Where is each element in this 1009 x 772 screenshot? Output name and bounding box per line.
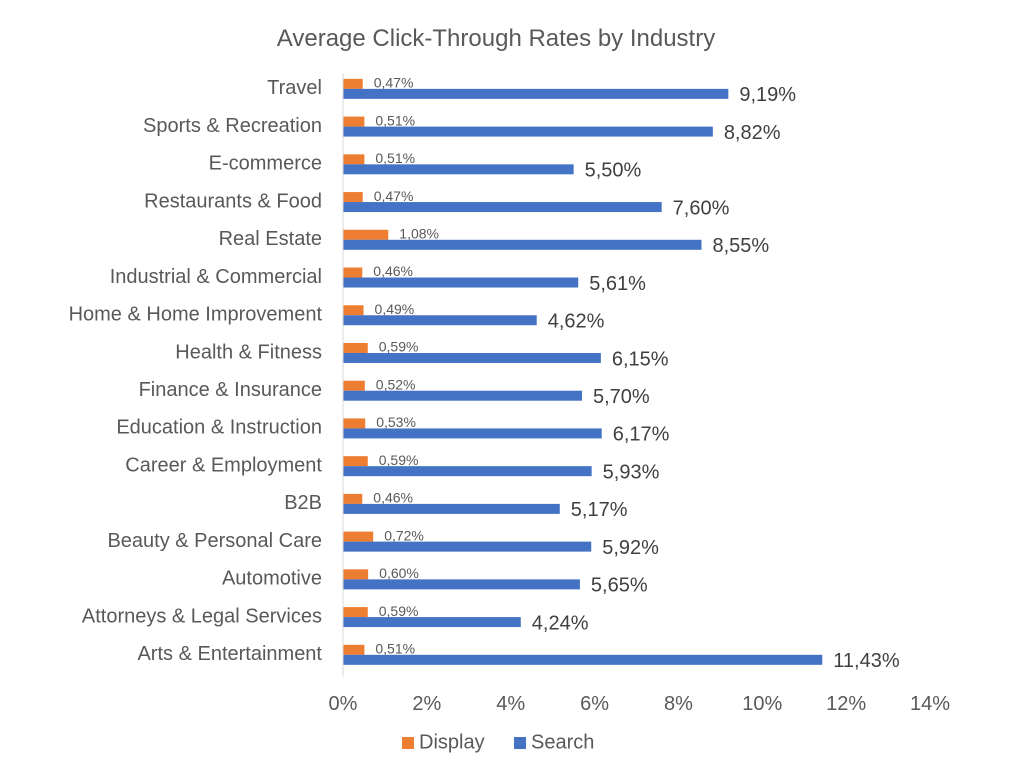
- x-tick-label: 14%: [910, 693, 950, 715]
- category-label: B2B: [284, 492, 322, 514]
- display-value-label: 0,59%: [379, 452, 419, 468]
- legend-swatch: [514, 737, 526, 749]
- search-value-label: 5,93%: [603, 461, 660, 483]
- search-bar: [343, 202, 662, 213]
- category-label: Arts & Entertainment: [137, 643, 322, 665]
- search-value-label: 5,50%: [585, 160, 642, 182]
- search-bar: [343, 315, 537, 326]
- search-bar: [343, 428, 602, 439]
- search-value-label: 8,55%: [713, 235, 770, 257]
- display-value-label: 0,47%: [374, 75, 414, 91]
- search-value-label: 6,17%: [613, 424, 670, 446]
- search-value-label: 9,19%: [739, 84, 796, 106]
- search-bar: [343, 390, 583, 401]
- search-value-label: 5,65%: [591, 575, 648, 597]
- search-value-label: 8,82%: [724, 122, 781, 144]
- display-bar: [343, 305, 364, 316]
- display-bar: [343, 531, 374, 542]
- search-bar: [343, 541, 592, 552]
- search-value-label: 4,62%: [548, 311, 605, 333]
- x-tick-label: 2%: [412, 693, 441, 715]
- display-value-label: 0,59%: [379, 339, 419, 355]
- display-bar: [343, 229, 389, 240]
- display-value-label: 0,51%: [375, 641, 415, 657]
- display-value-label: 0,52%: [376, 376, 416, 392]
- search-bar: [343, 617, 521, 628]
- search-bar: [343, 277, 579, 288]
- search-bar: [343, 352, 601, 363]
- x-tick-label: 6%: [580, 693, 609, 715]
- display-value-label: 0,60%: [379, 565, 419, 581]
- display-value-label: 0,49%: [375, 301, 415, 317]
- x-tick-label: 10%: [742, 693, 782, 715]
- display-value-label: 0,51%: [375, 112, 415, 128]
- category-label: Restaurants & Food: [144, 190, 322, 212]
- search-bar: [343, 164, 574, 175]
- display-bar: [343, 78, 363, 89]
- category-label: Education & Instruction: [116, 417, 322, 439]
- x-tick-label: 12%: [826, 693, 866, 715]
- category-label: Career & Employment: [125, 454, 322, 476]
- search-bar: [343, 88, 729, 99]
- display-value-label: 0,46%: [373, 263, 413, 279]
- display-bar: [343, 456, 368, 467]
- category-label: Attorneys & Legal Services: [82, 605, 322, 627]
- display-value-label: 0,59%: [379, 603, 419, 619]
- category-label: Sports & Recreation: [143, 115, 322, 137]
- legend-label: Display: [419, 731, 485, 753]
- legend-swatch: [402, 737, 414, 749]
- search-bar: [343, 503, 560, 514]
- display-value-label: 0,46%: [373, 490, 413, 506]
- category-label: Finance & Insurance: [139, 379, 322, 401]
- x-tick-label: 4%: [496, 693, 525, 715]
- display-bar: [343, 267, 363, 278]
- category-label: Health & Fitness: [175, 341, 322, 363]
- display-bar: [343, 116, 365, 127]
- display-bar: [343, 607, 368, 618]
- search-value-label: 5,17%: [571, 499, 628, 521]
- display-bar: [343, 154, 365, 165]
- search-bar: [343, 126, 713, 137]
- category-label: Travel: [267, 77, 322, 99]
- search-bar: [343, 579, 580, 590]
- display-bar: [343, 342, 368, 353]
- x-tick-label: 8%: [664, 693, 693, 715]
- search-bar: [343, 466, 592, 477]
- display-value-label: 0,53%: [376, 414, 416, 430]
- search-value-label: 7,60%: [673, 197, 730, 219]
- category-label: Industrial & Commercial: [110, 266, 322, 288]
- category-label: Automotive: [222, 568, 322, 590]
- display-value-label: 0,51%: [375, 150, 415, 166]
- display-bar: [343, 192, 363, 203]
- search-value-label: 6,15%: [612, 348, 669, 370]
- search-value-label: 5,92%: [602, 537, 659, 559]
- category-label: E-commerce: [209, 153, 322, 175]
- category-label: Real Estate: [219, 228, 322, 250]
- legend: Display Search: [402, 731, 594, 753]
- display-bar: [343, 644, 365, 655]
- category-label: Beauty & Personal Care: [107, 530, 322, 552]
- display-bar: [343, 493, 363, 504]
- search-value-label: 5,61%: [589, 273, 646, 295]
- display-bar: [343, 569, 369, 580]
- chart-title: Average Click-Through Rates by Industry: [277, 25, 715, 52]
- legend-label: Search: [531, 731, 594, 753]
- search-bar: [343, 654, 823, 665]
- display-bar: [343, 380, 365, 391]
- search-value-label: 4,24%: [532, 612, 589, 634]
- display-value-label: 0,72%: [384, 527, 424, 543]
- display-bar: [343, 418, 366, 429]
- x-tick-label: 0%: [329, 693, 358, 715]
- display-value-label: 1,08%: [399, 225, 439, 241]
- category-label: Home & Home Improvement: [69, 304, 323, 326]
- search-value-label: 11,43%: [833, 650, 900, 672]
- search-bar: [343, 239, 702, 250]
- display-value-label: 0,47%: [374, 188, 414, 204]
- plot-area: Travel 0,47% 9,19% Sports & Recreation 0,51%…: [69, 73, 950, 715]
- search-value-label: 5,70%: [593, 386, 650, 408]
